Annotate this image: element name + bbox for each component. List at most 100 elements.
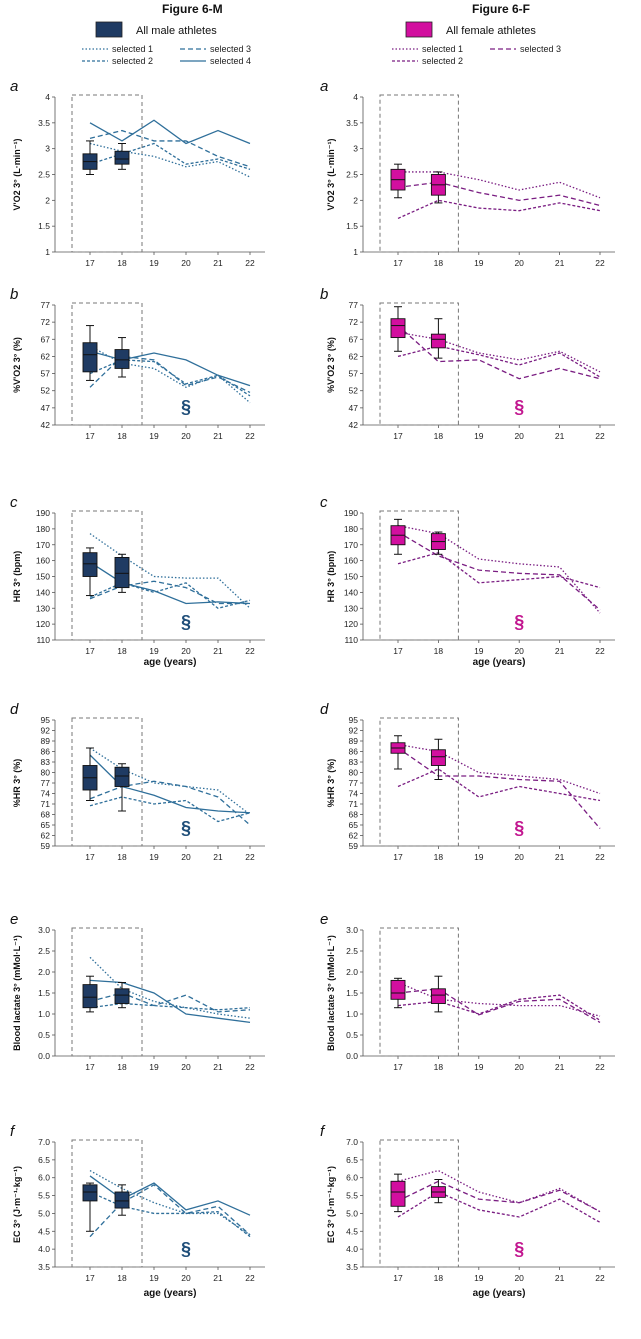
y-tick-label: 59 (41, 841, 51, 851)
highlight-frame (71, 94, 143, 253)
y-tick-label: 3 (353, 144, 358, 154)
boxplot-box (114, 766, 130, 787)
x-tick-label: 19 (474, 646, 484, 656)
significance-marker: § (181, 1239, 191, 1259)
y-tick-label: 3.0 (346, 925, 358, 935)
panel-letter: f (10, 1123, 16, 1140)
y-tick-label: 89 (41, 736, 51, 746)
x-tick-label: 20 (181, 1273, 191, 1283)
x-tick-label: 17 (85, 1273, 95, 1283)
panel-letter: a (320, 78, 328, 95)
y-tick-label: 5.5 (346, 1191, 358, 1201)
y-tick-label: 1 (45, 247, 50, 257)
boxplot-box (430, 988, 446, 1004)
panel-f-F: f 3.5 4.0 4.5 5.0 5.5 6.0 6.5 7.0 17 18 19 20 21 22 EC … (320, 1123, 615, 1299)
y-tick-label: 92 (41, 726, 51, 736)
legend-line-label: selected 3 (210, 44, 251, 54)
y-tick-label: 2 (45, 195, 50, 205)
x-tick-label: 19 (474, 258, 484, 268)
series-line-selected-2 (397, 551, 601, 589)
panel-letter: d (320, 701, 329, 718)
highlight-frame (71, 927, 143, 1057)
legend-line-label: selected 4 (210, 56, 251, 66)
x-tick-label: 20 (181, 852, 191, 862)
y-tick-label: 57 (349, 369, 359, 379)
y-tick-label: 2 (353, 195, 358, 205)
x-tick-label: 18 (434, 1062, 444, 1072)
y-tick-label: 80 (349, 768, 359, 778)
highlight-frame (71, 302, 143, 426)
x-tick-label: 21 (555, 1273, 565, 1283)
y-tick-label: 180 (36, 524, 50, 534)
y-tick-label: 170 (344, 540, 358, 550)
significance-marker: § (181, 397, 191, 417)
series-line-selected-2 (397, 199, 601, 220)
x-tick-label: 17 (393, 646, 403, 656)
highlight-frame (379, 94, 459, 253)
panel-e-F: e 0.0 0.5 1.0 1.5 2.0 2.5 3.0 17 18 19 20 21 22 Blood … (320, 911, 615, 1072)
boxplot-box (114, 349, 130, 369)
y-tick-label: 6.0 (346, 1173, 358, 1183)
significance-marker: § (514, 818, 524, 838)
x-axis-label: age (years) (473, 657, 526, 668)
x-tick-label: 19 (149, 1273, 159, 1283)
significance-marker: § (181, 818, 191, 838)
x-tick-label: 18 (434, 646, 444, 656)
x-tick-label: 19 (474, 1273, 484, 1283)
y-axis-label: EC 3° (J·m⁻¹·kg⁻¹) (12, 1166, 22, 1243)
significance-marker: § (514, 397, 524, 417)
x-tick-label: 21 (213, 258, 223, 268)
x-axis-label: age (years) (473, 1288, 526, 1299)
y-axis-label: V'O2 3° (L·min⁻¹) (326, 139, 336, 211)
x-tick-label: 19 (474, 431, 484, 441)
x-tick-label: 17 (85, 1062, 95, 1072)
series-line-selected-4 (89, 561, 251, 605)
x-tick-label: 21 (213, 646, 223, 656)
y-tick-label: 77 (349, 778, 359, 788)
panel-b-M: b 42 47 52 57 62 67 72 77 17 18 19 20 21 22 %V'O2 3° (%… (10, 286, 265, 441)
series-line-selected-1 (89, 533, 251, 609)
x-tick-label: 22 (595, 646, 605, 656)
x-tick-label: 21 (555, 646, 565, 656)
y-tick-label: 86 (41, 747, 51, 757)
series-line-selected-2 (397, 345, 601, 378)
x-tick-label: 22 (245, 646, 255, 656)
panel-b-F: b 42 47 52 57 62 67 72 77 17 18 19 20 21 22 %V'O2 3° (%… (320, 286, 615, 441)
series-line-selected-4 (89, 350, 251, 387)
legend-male: All male athletes selected 1 selected 2 sel… (82, 21, 251, 66)
y-axis-label: %V'O2 3° (%) (12, 337, 22, 393)
x-tick-label: 20 (514, 258, 524, 268)
x-tick-label: 18 (434, 431, 444, 441)
x-tick-label: 18 (117, 646, 127, 656)
y-tick-label: 7.0 (346, 1137, 358, 1147)
series-line-selected-3 (89, 355, 251, 394)
x-tick-label: 19 (149, 852, 159, 862)
x-tick-label: 22 (595, 1062, 605, 1072)
y-tick-label: 190 (344, 508, 358, 518)
x-tick-label: 19 (149, 646, 159, 656)
series-line-selected-1 (89, 345, 251, 404)
x-tick-label: 18 (117, 258, 127, 268)
boxplot-box (390, 979, 406, 1000)
y-tick-label: 1.5 (346, 221, 358, 231)
y-tick-label: 80 (41, 768, 51, 778)
y-tick-label: 170 (36, 540, 50, 550)
y-tick-label: 62 (349, 831, 359, 841)
y-axis-label: %HR 3° (%) (12, 759, 22, 808)
y-tick-label: 120 (344, 619, 358, 629)
x-tick-label: 18 (117, 1062, 127, 1072)
boxplot-box (430, 333, 446, 349)
panel-letter: c (320, 494, 328, 511)
panel-letter: e (320, 911, 328, 928)
boxplot-box (430, 749, 446, 766)
y-tick-label: 3.0 (38, 925, 50, 935)
legend-line-label: selected 2 (112, 56, 153, 66)
y-tick-label: 67 (349, 334, 359, 344)
y-tick-label: 0.0 (38, 1051, 50, 1061)
series-line-selected-1 (89, 142, 251, 178)
panel-letter: f (320, 1123, 326, 1140)
y-tick-label: 2.5 (38, 170, 50, 180)
legend-box-label: All female athletes (446, 25, 536, 37)
y-tick-label: 65 (349, 820, 359, 830)
